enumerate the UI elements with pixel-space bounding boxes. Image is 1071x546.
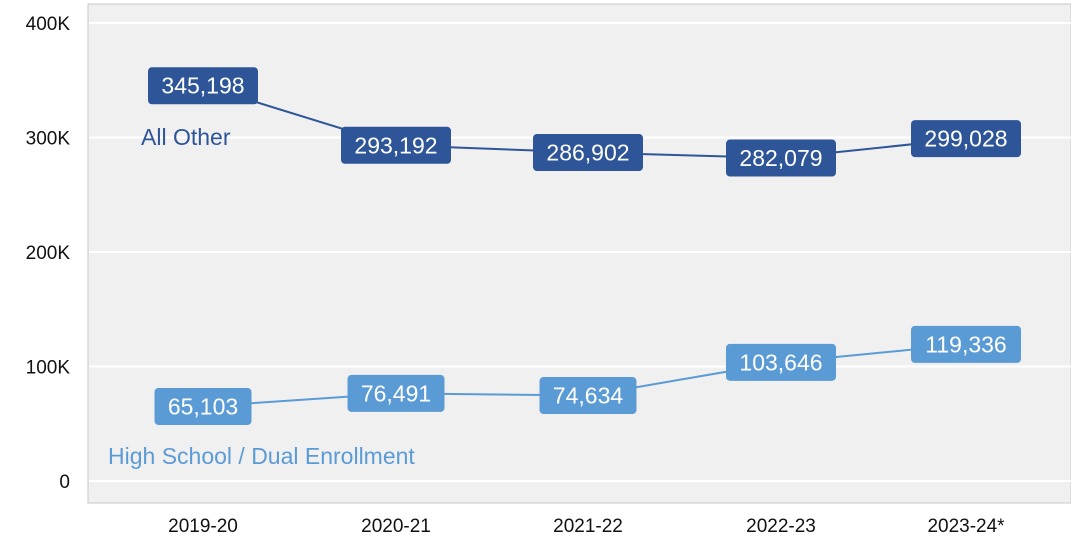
x-tick-label: 2022-23 xyxy=(746,516,816,537)
x-tick-label: 2019-20 xyxy=(168,516,238,537)
data-label-box xyxy=(911,120,1021,158)
data-label: 282,079 xyxy=(739,145,822,171)
x-tick-label: 2023-24* xyxy=(927,516,1005,537)
data-label-box xyxy=(539,377,637,415)
y-tick-label: 200K xyxy=(26,243,71,264)
data-label: 103,646 xyxy=(739,349,822,375)
data-label-box xyxy=(341,126,451,164)
series-name-all-other: All Other xyxy=(141,124,231,150)
data-label-box xyxy=(726,343,836,381)
y-tick-label: 300K xyxy=(26,129,71,150)
x-tick-label: 2021-22 xyxy=(553,516,623,537)
x-tick-label: 2020-21 xyxy=(361,516,431,537)
series-all-other: 345,198 293,192 286,902 282,079 299,028 xyxy=(148,67,1021,177)
data-label: 119,336 xyxy=(925,331,1006,357)
y-tick-label: 0 xyxy=(59,472,70,493)
data-label-box xyxy=(347,374,445,412)
y-tick-label: 400K xyxy=(26,14,71,35)
data-label: 345,198 xyxy=(161,73,244,99)
data-label-box xyxy=(911,325,1021,363)
series-high-school-dual-enrollment: 65,103 76,491 74,634 103,646 119,336 xyxy=(154,325,1021,425)
data-label-box xyxy=(154,387,252,425)
data-label-box xyxy=(726,139,836,177)
data-label-box xyxy=(533,133,643,171)
data-label: 74,634 xyxy=(553,383,624,409)
series-name-high-school-dual-enrollment: High School / Dual Enrollment xyxy=(108,443,415,469)
data-label: 65,103 xyxy=(168,393,238,419)
data-label: 286,902 xyxy=(546,139,629,165)
data-label: 76,491 xyxy=(361,380,431,406)
data-label-box xyxy=(148,67,258,105)
y-tick-label: 100K xyxy=(26,358,71,379)
data-label: 293,192 xyxy=(354,132,437,158)
data-label: 299,028 xyxy=(924,126,1007,152)
